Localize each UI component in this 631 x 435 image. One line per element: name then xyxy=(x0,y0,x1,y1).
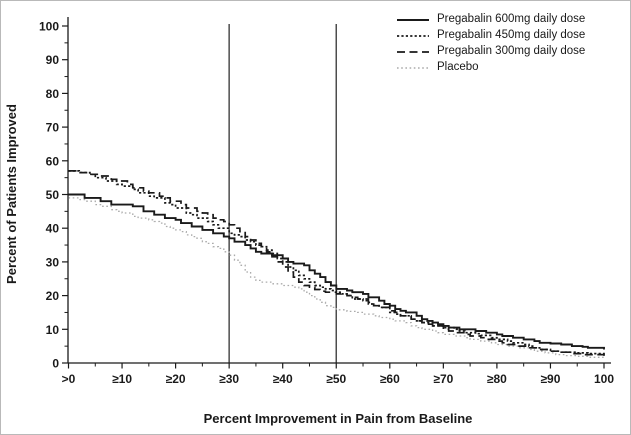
x-tick-label: ≥70 xyxy=(433,372,453,386)
legend-item-2: Pregabalin 450mg daily dose xyxy=(395,28,585,43)
y-tick-label: 90 xyxy=(46,53,60,67)
x-axis-title: Percent Improvement in Pain from Baselin… xyxy=(204,411,473,426)
y-tick-label: 50 xyxy=(46,188,60,202)
x-tick-label: ≥10 xyxy=(112,372,132,386)
x-tick-label: ≥30 xyxy=(219,372,239,386)
x-tick-label: >0 xyxy=(62,372,76,386)
x-tick-label: ≥40 xyxy=(273,372,293,386)
legend-item-3: Pregabalin 300mg daily dose xyxy=(395,44,585,59)
legend-item-4: Placebo xyxy=(395,60,585,75)
x-tick-label: 100 xyxy=(594,372,614,386)
curve-pregabalin-450mg-daily-dose xyxy=(68,170,605,355)
curve-pregabalin-600mg-daily-dose xyxy=(68,193,605,350)
curve-pregabalin-300mg-daily-dose xyxy=(68,170,605,357)
data-curves xyxy=(68,170,605,358)
y-tick-label: 100 xyxy=(39,20,59,34)
legend: Pregabalin 600mg daily dose Pregabalin 45… xyxy=(395,12,585,75)
y-tick-label: 0 xyxy=(52,357,59,371)
x-tick-label: ≥90 xyxy=(540,372,560,386)
legend-label: Pregabalin 300mg daily dose xyxy=(437,45,586,57)
legend-line-sample-icon xyxy=(397,18,429,21)
x-tick-label: ≥50 xyxy=(326,372,346,386)
legend-line-sample-icon xyxy=(397,66,429,69)
y-tick-label: 70 xyxy=(46,121,60,135)
curve-placebo xyxy=(68,197,605,358)
x-tick-label: ≥20 xyxy=(166,372,186,386)
y-tick-label: 20 xyxy=(46,289,60,303)
legend-label: Pregabalin 600mg daily dose xyxy=(437,13,586,25)
y-tick-label: 10 xyxy=(46,323,60,337)
y-tick-label: 40 xyxy=(46,222,60,236)
legend-line-sample-icon xyxy=(397,50,429,53)
legend-label: Pregabalin 450mg daily dose xyxy=(437,29,586,41)
axes: 0 10 20 30 40 50 60 70 80 90 100 >0 ≥10 ≥20 ≥30 ≥40 ≥50 ≥… xyxy=(39,17,614,386)
y-tick-label: 30 xyxy=(46,255,60,269)
legend-item-1: Pregabalin 600mg daily dose xyxy=(395,12,585,27)
x-tick-label: ≥60 xyxy=(380,372,400,386)
y-tick-label: 80 xyxy=(46,87,60,101)
legend-line-sample-icon xyxy=(397,34,429,37)
reference-lines xyxy=(228,24,337,363)
y-axis-title: Percent of Patients Improved xyxy=(4,104,19,284)
x-tick-label: ≥80 xyxy=(487,372,507,386)
y-tick-label: 60 xyxy=(46,154,60,168)
legend-label: Placebo xyxy=(437,61,479,73)
